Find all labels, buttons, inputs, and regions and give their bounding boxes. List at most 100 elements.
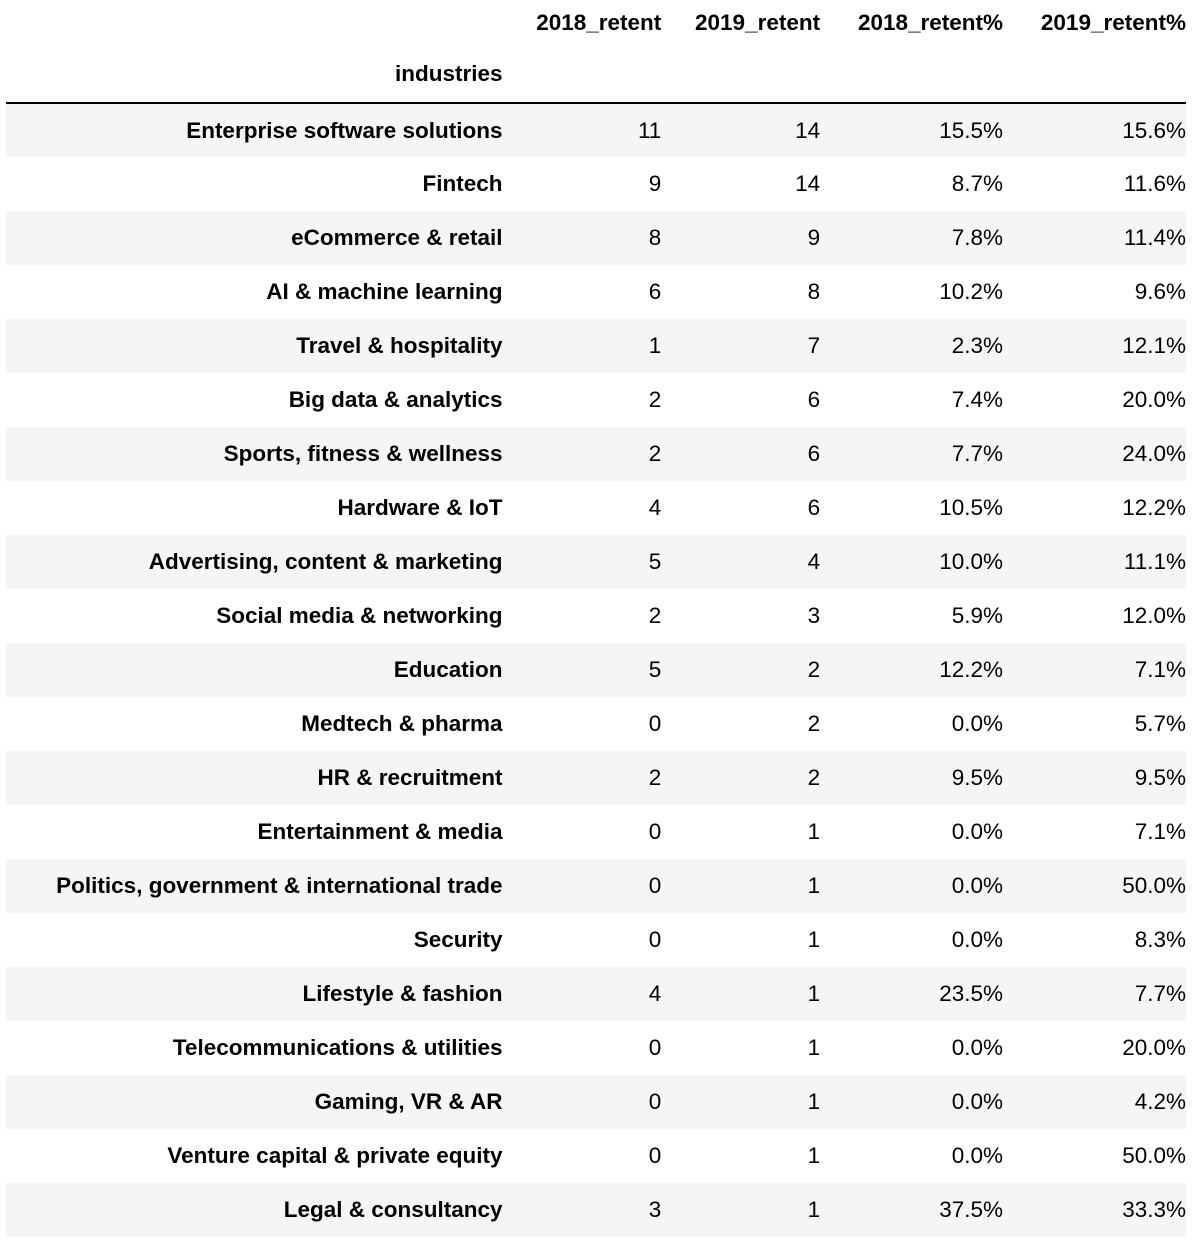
- cell-2018-retent: 0: [648, 819, 662, 844]
- cell-2018-retent-pct: 37.5%: [939, 1197, 1004, 1222]
- table-row: Sports, fitness & wellness 2 6 7.7% 24.0%: [6, 427, 1186, 481]
- row-label: Big data & analytics: [288, 387, 503, 412]
- table-body: Enterprise software solutions 11 14 15.5% 15…: [6, 103, 1186, 1237]
- cell-2019-retent-pct: 50.0%: [1122, 1143, 1186, 1168]
- empty-header-cell: [661, 46, 820, 103]
- cell-2019-retent-pct: 4.2%: [1134, 1089, 1186, 1114]
- cell-2018-retent: 9: [648, 171, 662, 196]
- table-row: Security 0 1 0.0% 8.3%: [6, 913, 1186, 967]
- index-name-header: industries: [394, 61, 503, 86]
- cell-2018-retent-pct: 23.5%: [939, 981, 1004, 1006]
- cell-2018-retent-pct: 8.7%: [951, 171, 1004, 196]
- row-label: Advertising, content & marketing: [148, 549, 503, 574]
- cell-2018-retent-pct: 0.0%: [951, 873, 1004, 898]
- table-row: Education 5 2 12.2% 7.1%: [6, 643, 1186, 697]
- table-row: AI & machine learning 6 8 10.2% 9.6%: [6, 265, 1186, 319]
- row-label: Lifestyle & fashion: [302, 981, 503, 1006]
- cell-2018-retent-pct: 15.5%: [939, 117, 1004, 143]
- cell-2018-retent-pct: 2.3%: [951, 333, 1004, 358]
- column-header-row: 2018_retent 2019_retent 2018_retent% 201…: [6, 0, 1186, 46]
- cell-2019-retent: 14: [795, 171, 821, 196]
- table-row: Legal & consultancy 3 1 37.5% 33.3%: [6, 1183, 1186, 1237]
- column-header-2018-retent: 2018_retent: [536, 10, 662, 35]
- table-row: Telecommunications & utilities 0 1 0.0% 20.0…: [6, 1021, 1186, 1075]
- cell-2019-retent: 9: [807, 225, 821, 250]
- cell-2019-retent: 4: [807, 549, 821, 574]
- cell-2019-retent-pct: 8.3%: [1134, 927, 1186, 952]
- cell-2018-retent: 0: [648, 1089, 662, 1114]
- cell-2019-retent-pct: 7.1%: [1134, 657, 1186, 682]
- cell-2018-retent-pct: 7.7%: [951, 441, 1004, 466]
- row-label: Security: [413, 927, 503, 952]
- cell-2019-retent-pct: 9.5%: [1134, 765, 1186, 790]
- cell-2018-retent: 0: [648, 927, 662, 952]
- row-label: Sports, fitness & wellness: [223, 441, 503, 466]
- cell-2019-retent: 6: [807, 387, 821, 412]
- row-label: Gaming, VR & AR: [314, 1089, 503, 1114]
- cell-2018-retent: 2: [648, 765, 662, 790]
- cell-2019-retent-pct: 24.0%: [1122, 441, 1186, 466]
- cell-2018-retent: 1: [648, 333, 662, 358]
- cell-2018-retent-pct: 0.0%: [951, 711, 1004, 736]
- index-name-row: industries: [6, 46, 1186, 103]
- cell-2019-retent-pct: 7.1%: [1134, 819, 1186, 844]
- column-header-2018-retent-pct: 2018_retent%: [857, 10, 1004, 35]
- row-label: Fintech: [422, 171, 503, 196]
- cell-2019-retent-pct: 11.6%: [1123, 171, 1186, 196]
- table-row: Enterprise software solutions 11 14 15.5% 15…: [6, 103, 1186, 157]
- row-label: Hardware & IoT: [337, 495, 503, 520]
- cell-2018-retent: 0: [648, 873, 662, 898]
- row-label: Medtech & pharma: [301, 711, 503, 736]
- corner-cell: [6, 0, 503, 46]
- cell-2019-retent-pct: 12.2%: [1122, 495, 1186, 520]
- table-row: eCommerce & retail 8 9 7.8% 11.4%: [6, 211, 1186, 265]
- table-header: 2018_retent 2019_retent 2018_retent% 201…: [6, 0, 1186, 103]
- row-label: Venture capital & private equity: [167, 1143, 503, 1168]
- cell-2019-retent-pct: 15.6%: [1122, 117, 1186, 143]
- row-label: Entertainment & media: [257, 819, 503, 844]
- cell-2018-retent: 2: [648, 603, 662, 628]
- cell-2018-retent-pct: 0.0%: [951, 1089, 1004, 1114]
- cell-2019-retent: 6: [807, 441, 821, 466]
- cell-2018-retent: 0: [648, 711, 662, 736]
- cell-2018-retent: 3: [648, 1197, 662, 1222]
- cell-2019-retent-pct: 7.7%: [1134, 981, 1186, 1006]
- cell-2018-retent-pct: 5.9%: [951, 603, 1004, 628]
- row-label: Travel & hospitality: [296, 333, 503, 358]
- cell-2018-retent: 6: [648, 279, 662, 304]
- table-row: Medtech & pharma 0 2 0.0% 5.7%: [6, 697, 1186, 751]
- column-header-2019-retent: 2019_retent: [695, 10, 821, 35]
- cell-2019-retent: 14: [795, 117, 821, 143]
- table-row: Entertainment & media 0 1 0.0% 7.1%: [6, 805, 1186, 859]
- cell-2018-retent-pct: 0.0%: [951, 1143, 1004, 1168]
- cell-2018-retent: 4: [648, 981, 662, 1006]
- cell-2018-retent: 5: [648, 657, 662, 682]
- row-label: HR & recruitment: [317, 765, 503, 790]
- table-row: Big data & analytics 2 6 7.4% 20.0%: [6, 373, 1186, 427]
- cell-2019-retent-pct: 12.1%: [1122, 333, 1186, 358]
- row-label: Social media & networking: [216, 603, 503, 628]
- cell-2018-retent-pct: 0.0%: [951, 1035, 1004, 1060]
- row-label: eCommerce & retail: [291, 225, 503, 250]
- row-label: Legal & consultancy: [283, 1197, 503, 1222]
- cell-2019-retent-pct: 9.6%: [1134, 279, 1186, 304]
- cell-2019-retent: 1: [807, 981, 821, 1006]
- cell-2018-retent-pct: 10.0%: [939, 549, 1004, 574]
- cell-2019-retent-pct: 5.7%: [1134, 711, 1186, 736]
- table-row: Venture capital & private equity 0 1 0.0% 50…: [6, 1129, 1186, 1183]
- cell-2019-retent-pct: 11.4%: [1123, 225, 1186, 250]
- row-label: Enterprise software solutions: [186, 117, 503, 143]
- cell-2018-retent: 4: [648, 495, 662, 520]
- row-label: AI & machine learning: [266, 279, 503, 304]
- column-header-2019-retent-pct: 2019_retent%: [1040, 10, 1186, 35]
- cell-2019-retent-pct: 50.0%: [1122, 873, 1186, 898]
- cell-2019-retent: 1: [807, 1197, 821, 1222]
- cell-2019-retent-pct: 33.3%: [1122, 1197, 1186, 1222]
- cell-2019-retent: 1: [807, 873, 821, 898]
- cell-2019-retent-pct: 20.0%: [1122, 1035, 1186, 1060]
- table-row: HR & recruitment 2 2 9.5% 9.5%: [6, 751, 1186, 805]
- cell-2019-retent: 2: [807, 765, 821, 790]
- cell-2018-retent: 0: [648, 1143, 662, 1168]
- cell-2019-retent: 2: [807, 657, 821, 682]
- cell-2018-retent-pct: 0.0%: [951, 819, 1004, 844]
